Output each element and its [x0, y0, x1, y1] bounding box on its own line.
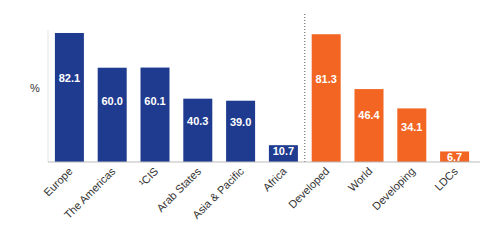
- chart: %82.160.060.140.339.010.781.346.434.16.7…: [0, 0, 498, 241]
- data-label: 60.1: [144, 95, 165, 107]
- data-label: 39.0: [230, 116, 251, 128]
- bar: [141, 68, 170, 162]
- category-label: Developed: [286, 165, 332, 211]
- bars: [55, 33, 469, 162]
- category-label: The Americas: [62, 165, 118, 221]
- data-label: 46.4: [358, 109, 380, 121]
- data-label: 34.1: [401, 121, 422, 133]
- category-label: Developing: [370, 165, 417, 212]
- bar: [355, 89, 384, 162]
- category-label: Asia & Pacific: [190, 165, 246, 221]
- bar: [269, 145, 298, 162]
- data-label: 81.3: [315, 73, 336, 85]
- bar: [183, 99, 212, 162]
- data-label: 82.1: [59, 72, 80, 84]
- baseline: [48, 162, 480, 163]
- y-axis-line: [48, 30, 49, 162]
- bar: [55, 33, 84, 162]
- category-label: World: [346, 165, 375, 194]
- group-separator: [304, 14, 305, 164]
- category-label: LDCs: [432, 165, 460, 193]
- bar: [226, 101, 255, 162]
- data-label: 10.7: [273, 145, 294, 157]
- y-axis-label: %: [30, 82, 40, 94]
- data-labels: 82.160.060.140.339.010.781.346.434.16.7: [59, 72, 463, 163]
- bar: [312, 34, 341, 162]
- bar: [397, 108, 426, 162]
- data-label: 60.0: [101, 95, 122, 107]
- category-label: Africa: [260, 164, 289, 193]
- category-label: ¹CIS: [136, 165, 160, 189]
- data-label: 40.3: [187, 115, 208, 127]
- bar: [98, 68, 127, 162]
- category-label: Europe: [41, 165, 75, 199]
